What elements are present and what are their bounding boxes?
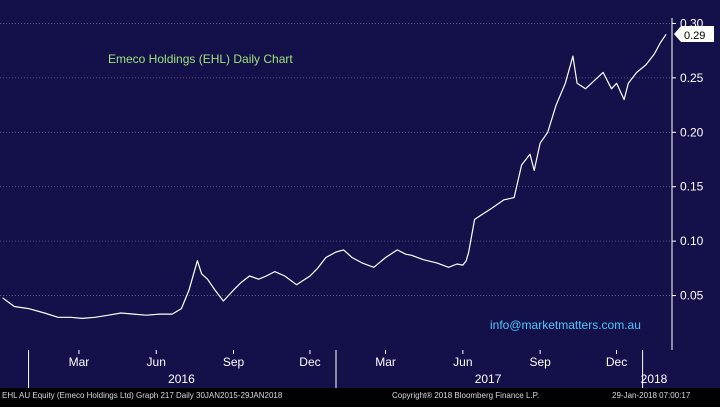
x-tick-label: Mar	[375, 355, 396, 369]
plot-background	[0, 18, 672, 350]
y-tick-label: 0.20	[680, 125, 704, 139]
x-tick-label: Dec	[299, 355, 320, 369]
y-tick-label: 0.15	[680, 180, 704, 194]
x-tick-label: Jun	[147, 355, 166, 369]
price-series-line	[2, 33, 667, 319]
footer-copyright: Copyright® 2018 Bloomberg Finance L.P.	[392, 391, 539, 400]
grid-lines	[0, 23, 672, 296]
last-price-label: 0.29	[684, 30, 705, 42]
footer-bar	[0, 388, 720, 402]
x-tick-label: Dec	[606, 355, 627, 369]
footer-timestamp: 29-Jan-2018 07:00:17	[612, 391, 691, 400]
x-tick-label: Jun	[453, 355, 472, 369]
y-tick-label: 0.05	[680, 289, 704, 303]
last-price-badge: 0.29	[674, 26, 714, 42]
x-tick-label: Sep	[223, 355, 245, 369]
last-price-badge-shape	[674, 26, 714, 42]
x-tick-label: Sep	[529, 355, 551, 369]
watermark-email: info@marketmatters.com.au	[490, 318, 641, 332]
y-tick-label: 0.25	[680, 71, 704, 85]
x-year-label: 2018	[641, 372, 668, 386]
x-axis-ticks: Mar Jun Sep Dec Mar Jun Sep Dec 2016 2017 2018	[28, 350, 668, 388]
x-year-label: 2016	[168, 372, 195, 386]
chart-title: Emeco Holdings (EHL) Daily Chart	[108, 52, 293, 66]
y-tick-label: 0.10	[680, 234, 704, 248]
x-year-label: 2017	[475, 372, 502, 386]
footer-source: EHL AU Equity (Emeco Holdings Ltd) Graph…	[2, 391, 283, 400]
x-tick-label: Mar	[69, 355, 90, 369]
